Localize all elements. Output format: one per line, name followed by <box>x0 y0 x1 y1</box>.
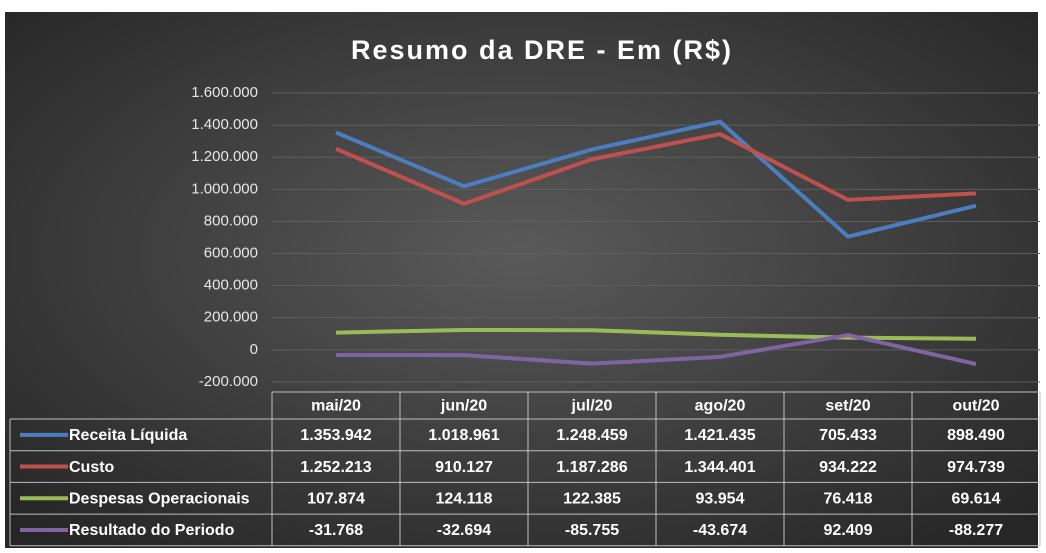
chart-background <box>5 12 1038 548</box>
table-cell: 76.418 <box>824 490 873 507</box>
table-header: jul/20 <box>571 398 613 415</box>
table-cell: 124.118 <box>436 490 493 507</box>
table-cell: 1.187.286 <box>556 459 627 476</box>
y-tick-label: 0 <box>250 341 258 358</box>
legend-label: Resultado do Periodo <box>69 522 235 539</box>
table-cell: 1.421.435 <box>684 427 755 444</box>
y-tick-label: 1.000.000 <box>191 180 258 197</box>
table-cell: 92.409 <box>824 522 873 539</box>
legend-label: Despesas Operacionais <box>69 490 250 507</box>
y-tick-label: 200.000 <box>204 309 258 326</box>
table-header: jun/20 <box>440 398 487 415</box>
table-cell: 93.954 <box>696 490 745 507</box>
y-tick-label: 600.000 <box>204 245 258 262</box>
table-header: out/20 <box>952 398 999 415</box>
table-cell: 934.222 <box>819 459 877 476</box>
table-cell: 1.252.213 <box>300 459 371 476</box>
y-tick-label: -200.000 <box>199 373 258 390</box>
legend-label: Custo <box>69 459 115 476</box>
y-tick-label: 400.000 <box>204 277 258 294</box>
table-header: set/20 <box>825 398 870 415</box>
y-tick-label: 1.200.000 <box>191 148 258 165</box>
table-cell: 910.127 <box>435 459 493 476</box>
legend-label: Receita Líquida <box>69 427 187 444</box>
table-cell: -88.277 <box>949 522 1003 539</box>
table-cell: 1.344.401 <box>684 459 755 476</box>
table-cell: 122.385 <box>563 490 621 507</box>
y-tick-label: 1.600.000 <box>191 84 258 101</box>
table-cell: 107.874 <box>307 490 365 507</box>
series-line <box>335 132 977 206</box>
table-cell: 1.018.961 <box>428 427 499 444</box>
table-cell: 898.490 <box>947 427 1005 444</box>
table-cell: -31.768 <box>309 522 363 539</box>
table-cell: -32.694 <box>437 522 491 539</box>
series-line <box>335 333 977 367</box>
y-tick-label: 1.400.000 <box>191 116 258 133</box>
table-header: mai/20 <box>311 398 361 415</box>
table-cell: 974.739 <box>947 459 1005 476</box>
table-cell: 69.614 <box>952 490 1001 507</box>
table-cell: 1.353.942 <box>300 427 371 444</box>
table-cell: 705.433 <box>819 427 877 444</box>
table-header: ago/20 <box>695 398 746 415</box>
series-line <box>335 119 977 239</box>
table-cell: 1.248.459 <box>556 427 627 444</box>
chart-title: Resumo da DRE - Em (R$) <box>351 35 733 65</box>
y-tick-label: 800.000 <box>204 212 258 229</box>
table-cell: -85.755 <box>565 522 619 539</box>
table-cell: -43.674 <box>693 522 747 539</box>
series-line <box>335 327 977 341</box>
